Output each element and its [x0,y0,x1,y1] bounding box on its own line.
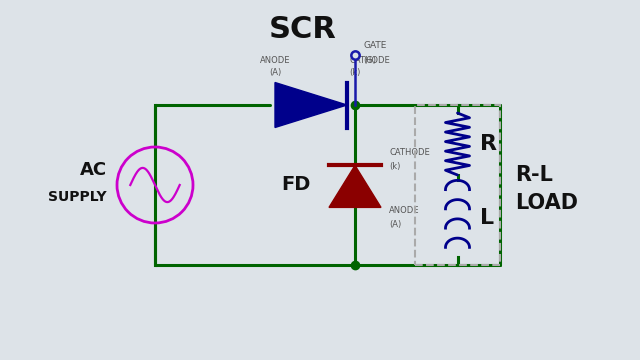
Text: (A): (A) [269,68,281,77]
Text: (k): (k) [349,68,360,77]
Text: L: L [479,208,493,229]
Text: R-L: R-L [515,165,553,185]
Polygon shape [329,165,381,207]
Text: (k): (k) [389,162,401,171]
Polygon shape [275,82,347,127]
Text: GATE: GATE [363,40,387,49]
Text: FD: FD [282,175,311,194]
Text: CATHODE: CATHODE [349,56,390,65]
Text: R: R [479,134,497,154]
Text: ANODE: ANODE [260,56,291,65]
Text: SCR: SCR [269,15,337,45]
Text: SUPPLY: SUPPLY [49,190,107,204]
Text: ANODE: ANODE [389,206,419,215]
Text: AC: AC [80,161,107,179]
Text: (A): (A) [389,220,401,229]
Text: LOAD: LOAD [515,193,578,213]
Bar [415,105,500,265]
Text: CATHODE: CATHODE [389,148,429,157]
Text: (G): (G) [363,55,376,64]
